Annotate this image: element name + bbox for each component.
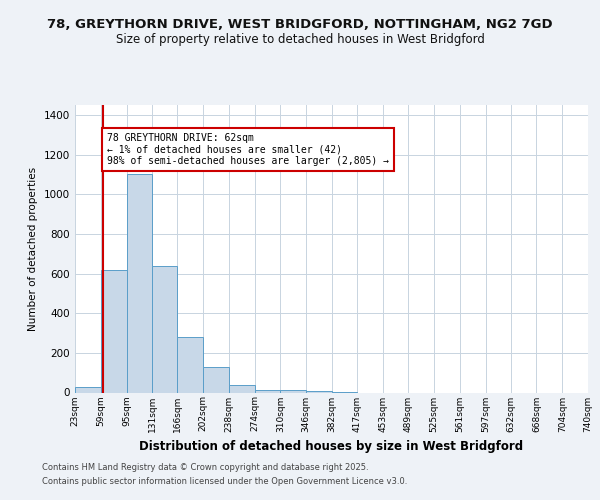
- Text: 78 GREYTHORN DRIVE: 62sqm
← 1% of detached houses are smaller (42)
98% of semi-d: 78 GREYTHORN DRIVE: 62sqm ← 1% of detach…: [107, 133, 389, 166]
- Text: Contains HM Land Registry data © Crown copyright and database right 2025.: Contains HM Land Registry data © Crown c…: [42, 464, 368, 472]
- Y-axis label: Number of detached properties: Number of detached properties: [28, 166, 38, 331]
- Bar: [203, 366, 229, 392]
- Bar: [306, 390, 332, 392]
- Bar: [229, 384, 254, 392]
- Bar: [178, 337, 203, 392]
- Bar: [127, 174, 152, 392]
- Bar: [101, 270, 127, 392]
- Text: Size of property relative to detached houses in West Bridgford: Size of property relative to detached ho…: [116, 32, 484, 46]
- X-axis label: Distribution of detached houses by size in West Bridgford: Distribution of detached houses by size …: [139, 440, 524, 453]
- Bar: [254, 390, 280, 392]
- Text: Contains public sector information licensed under the Open Government Licence v3: Contains public sector information licen…: [42, 477, 407, 486]
- Bar: [152, 266, 178, 392]
- Text: 78, GREYTHORN DRIVE, WEST BRIDGFORD, NOTTINGHAM, NG2 7GD: 78, GREYTHORN DRIVE, WEST BRIDGFORD, NOT…: [47, 18, 553, 30]
- Bar: [280, 390, 306, 392]
- Bar: [75, 386, 101, 392]
